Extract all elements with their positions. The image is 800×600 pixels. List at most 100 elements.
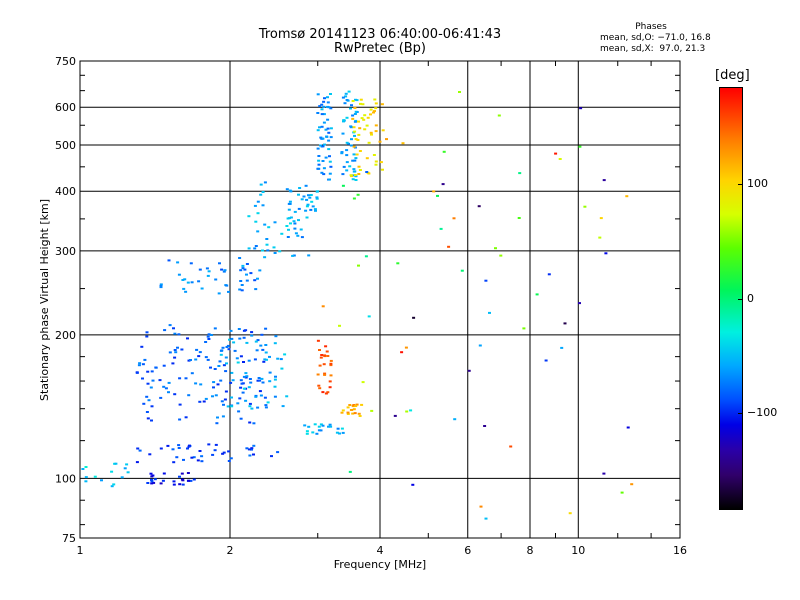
- data-point: [237, 410, 241, 413]
- data-point: [258, 379, 262, 382]
- y-axis-label: Stationary phase Virtual Height [km]: [38, 199, 51, 401]
- data-point: [158, 379, 162, 382]
- data-point: [396, 262, 400, 265]
- data-point: [280, 232, 284, 235]
- data-point: [379, 161, 383, 164]
- data-point: [250, 334, 254, 337]
- data-point: [329, 93, 332, 95]
- data-point: [341, 409, 345, 412]
- data-point: [143, 358, 147, 361]
- data-point: [358, 169, 362, 171]
- data-point: [306, 203, 310, 206]
- data-point: [316, 147, 320, 150]
- data-point: [242, 375, 246, 378]
- data-point: [370, 133, 373, 136]
- data-point: [240, 382, 244, 385]
- data-point: [230, 396, 233, 399]
- y-axis-ticks: 75 100 200 300 400 500 600 750: [55, 55, 680, 545]
- data-point: [320, 125, 324, 128]
- data-point: [263, 223, 267, 226]
- data-point: [411, 483, 415, 486]
- data-point: [254, 220, 258, 223]
- data-point: [349, 125, 353, 128]
- data-point: [172, 483, 176, 486]
- data-point: [579, 107, 583, 110]
- data-point: [140, 345, 144, 348]
- data-point: [324, 128, 328, 131]
- data-point: [209, 334, 213, 336]
- data-point: [266, 249, 270, 252]
- data-point: [256, 406, 260, 409]
- data-point: [320, 354, 324, 356]
- data-point: [189, 359, 192, 361]
- data-point: [328, 160, 332, 163]
- data-point: [261, 191, 265, 193]
- colorbar-tick-mark: [738, 299, 743, 300]
- data-point: [273, 342, 277, 345]
- data-point: [211, 453, 215, 456]
- data-point: [167, 381, 171, 384]
- data-point: [460, 269, 464, 272]
- data-point: [174, 351, 178, 354]
- data-point: [322, 105, 326, 108]
- data-point: [256, 212, 260, 215]
- data-point: [238, 337, 242, 340]
- data-point: [199, 383, 203, 386]
- data-point: [358, 127, 362, 130]
- data-point: [222, 451, 226, 454]
- data-point: [190, 372, 194, 375]
- data-point: [630, 483, 634, 486]
- data-point: [374, 163, 378, 166]
- data-point: [317, 429, 321, 432]
- data-point: [351, 117, 355, 120]
- data-point: [293, 222, 297, 225]
- data-point: [478, 344, 482, 347]
- data-point: [247, 448, 251, 451]
- data-point: [112, 483, 116, 486]
- data-point: [232, 341, 236, 344]
- data-point: [365, 157, 369, 160]
- data-point: [281, 405, 285, 408]
- data-point: [159, 286, 163, 289]
- data-point: [142, 402, 146, 405]
- data-point: [315, 196, 319, 199]
- data-point: [244, 372, 248, 375]
- data-point: [287, 202, 291, 205]
- data-point: [341, 431, 345, 434]
- data-point: [340, 152, 344, 155]
- data-point: [200, 460, 204, 463]
- data-point: [297, 193, 300, 196]
- data-point: [225, 346, 229, 348]
- data-point: [192, 456, 196, 459]
- data-point: [381, 168, 384, 171]
- data-point: [212, 381, 216, 384]
- data-point: [354, 179, 358, 181]
- data-point: [247, 215, 251, 218]
- data-point: [292, 220, 296, 223]
- data-point: [268, 371, 272, 374]
- data-point: [250, 407, 254, 410]
- data-point: [264, 351, 268, 354]
- data-point: [351, 412, 355, 415]
- data-point: [315, 432, 319, 435]
- data-point: [323, 372, 327, 375]
- data-point: [224, 370, 228, 373]
- data-point: [297, 207, 301, 210]
- data-point: [335, 431, 339, 434]
- data-point: [353, 159, 357, 162]
- data-point: [224, 390, 228, 393]
- data-point: [237, 328, 241, 330]
- data-point: [263, 396, 267, 399]
- phases-stats-x-mode: mean, sd,X: 97.0, 21.3: [600, 44, 706, 54]
- data-point: [329, 165, 333, 168]
- data-point: [249, 272, 253, 275]
- data-point: [181, 279, 185, 281]
- data-point: [136, 447, 140, 450]
- data-point: [353, 170, 357, 173]
- data-point: [229, 457, 233, 460]
- data-point: [264, 344, 268, 346]
- data-point: [494, 247, 497, 250]
- data-point: [313, 423, 317, 426]
- data-point: [348, 404, 352, 406]
- data-point: [329, 425, 333, 428]
